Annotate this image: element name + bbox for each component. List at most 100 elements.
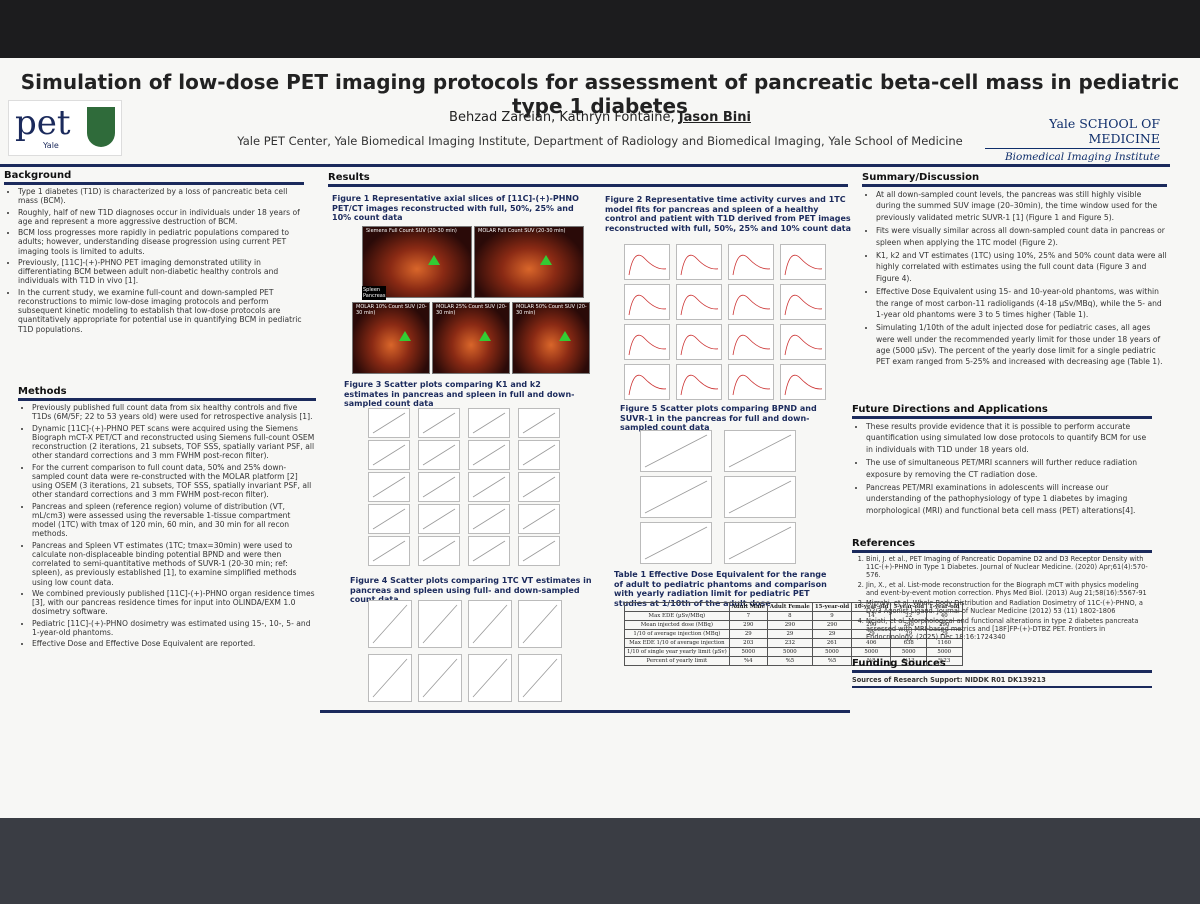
plot-thumbnail [418, 504, 460, 534]
plot-sketch [628, 294, 667, 316]
arrow [539, 255, 552, 265]
sketch-line [372, 444, 406, 466]
plot-thumbnail [676, 364, 722, 400]
plot-thumbnail [418, 654, 462, 702]
plot-thumbnail [368, 504, 410, 534]
plot-thumbnail [418, 600, 462, 648]
plot-sketch [732, 294, 771, 316]
table-cell: 5000 [766, 647, 813, 657]
table-cell: 232 [766, 638, 813, 648]
legend-entry: Pancreas [363, 293, 386, 299]
list-item: For the current comparison to full count… [32, 463, 316, 500]
plot-thumbnail [676, 244, 722, 280]
table-cell: 9 [811, 611, 853, 621]
list-item: Mizrahi, et al. Whole-Body Distribution … [866, 599, 1152, 615]
row-label: Max EDE 1/10 of average injection [624, 638, 730, 648]
sketch-line [422, 476, 456, 498]
logo-text: pet [15, 103, 71, 143]
sketch-line [644, 434, 708, 468]
plot-sketch [522, 658, 558, 698]
plot-sketch [784, 294, 823, 316]
plot-thumbnail [518, 440, 560, 470]
affiliation: Yale PET Center, Yale Biomedical Imaging… [237, 134, 963, 148]
sketch-line [472, 658, 508, 698]
row-label: 1/10 of average injection (MBq) [624, 629, 730, 639]
sketch-line [522, 412, 556, 434]
table-cell: 5000 [925, 647, 963, 657]
row-label: 1/10 of single year yearly limit (µSv) [624, 647, 730, 657]
plot-thumbnail [724, 522, 796, 564]
section-heading: Results [328, 172, 848, 187]
sketch-line [522, 540, 556, 562]
plot-sketch [472, 444, 506, 466]
pet-image: MOLAR 25% Count SUV (20-30 min) [432, 302, 510, 374]
sketch-line [522, 508, 556, 530]
panel-label: MOLAR Full Count SUV (20-30 min) [478, 228, 566, 234]
plot-thumbnail [368, 654, 412, 702]
sketch-line [472, 476, 506, 498]
sketch-line [644, 480, 708, 514]
plot-sketch [522, 604, 558, 644]
plot-sketch [728, 434, 792, 468]
poster: Simulation of low-dose PET imaging proto… [0, 58, 1200, 818]
table-cell: 29 [766, 629, 813, 639]
list-item: Pancreas and Spleen VT estimates (1TC; t… [32, 541, 316, 587]
pet-image: MOLAR 50% Count SUV (20-30 min) [512, 302, 590, 374]
header-cell: 15-year-old [811, 602, 853, 612]
list-item: At all down-sampled count levels, the pa… [876, 189, 1167, 223]
header-cell: Adult Female [766, 602, 813, 612]
plot-sketch [472, 508, 506, 530]
methods-section: Methods Previously published full count … [18, 386, 316, 650]
plot-thumbnail [418, 440, 460, 470]
plot-sketch [372, 604, 408, 644]
funding-section: Funding Sources Sources of Research Supp… [852, 658, 1152, 688]
table-cell: 29 [728, 629, 768, 639]
sketch-line [680, 374, 719, 396]
plot-thumbnail [728, 284, 774, 320]
plot-sketch [472, 476, 506, 498]
sketch-line [680, 294, 719, 316]
plot-thumbnail [624, 324, 670, 360]
figure-3 [368, 408, 568, 568]
sketch-line [732, 374, 771, 396]
plot-thumbnail [780, 324, 826, 360]
plot-thumbnail [640, 522, 712, 564]
list-item: BCM loss progresses more rapidly in pedi… [18, 228, 304, 256]
plot-sketch [680, 334, 719, 356]
list-item: We combined previously published [11C]-(… [32, 589, 316, 617]
table-cell: 29 [811, 629, 853, 639]
plot-thumbnail [368, 440, 410, 470]
plot-sketch [680, 374, 719, 396]
plot-sketch [728, 526, 792, 560]
table-cell: %5 [766, 656, 813, 666]
list-item: In the current study, we examine full-co… [18, 288, 304, 334]
plot-sketch [522, 444, 556, 466]
plot-sketch [628, 334, 667, 356]
plot-sketch [784, 254, 823, 276]
list-item: Type 1 diabetes (T1D) is characterized b… [18, 187, 304, 206]
list-item: Dynamic [11C]-(+)-PHNO PET scans were ac… [32, 424, 316, 461]
table-row: 1/10 of single year yearly limit (µSv) 50… [624, 647, 963, 657]
table-cell: 5000 [851, 647, 892, 657]
references-section: References Bini, J. et al., PET Imaging … [852, 538, 1152, 643]
plot-sketch [472, 540, 506, 562]
figure-2 [624, 244, 836, 400]
plot-thumbnail [518, 504, 560, 534]
list-item: Nejati, et al. Morphological and functio… [866, 617, 1152, 641]
sketch-line [522, 444, 556, 466]
table-cell: 290 [811, 620, 853, 630]
bullet-list: Type 1 diabetes (T1D) is characterized b… [4, 187, 304, 334]
table-cell: 5000 [890, 647, 927, 657]
plot-sketch [472, 604, 508, 644]
plot-thumbnail [728, 244, 774, 280]
sketch-line [784, 374, 823, 396]
plot-sketch [472, 658, 508, 698]
plot-thumbnail [468, 536, 510, 566]
sketch-line [422, 412, 456, 434]
panel-label: Siemens Full Count SUV (20-30 min) [366, 228, 457, 234]
table-cell: 261 [811, 638, 853, 648]
plot-sketch [372, 540, 406, 562]
figure-caption: Figure 4 Scatter plots comparing 1TC VT … [350, 576, 592, 605]
plot-sketch [644, 526, 708, 560]
